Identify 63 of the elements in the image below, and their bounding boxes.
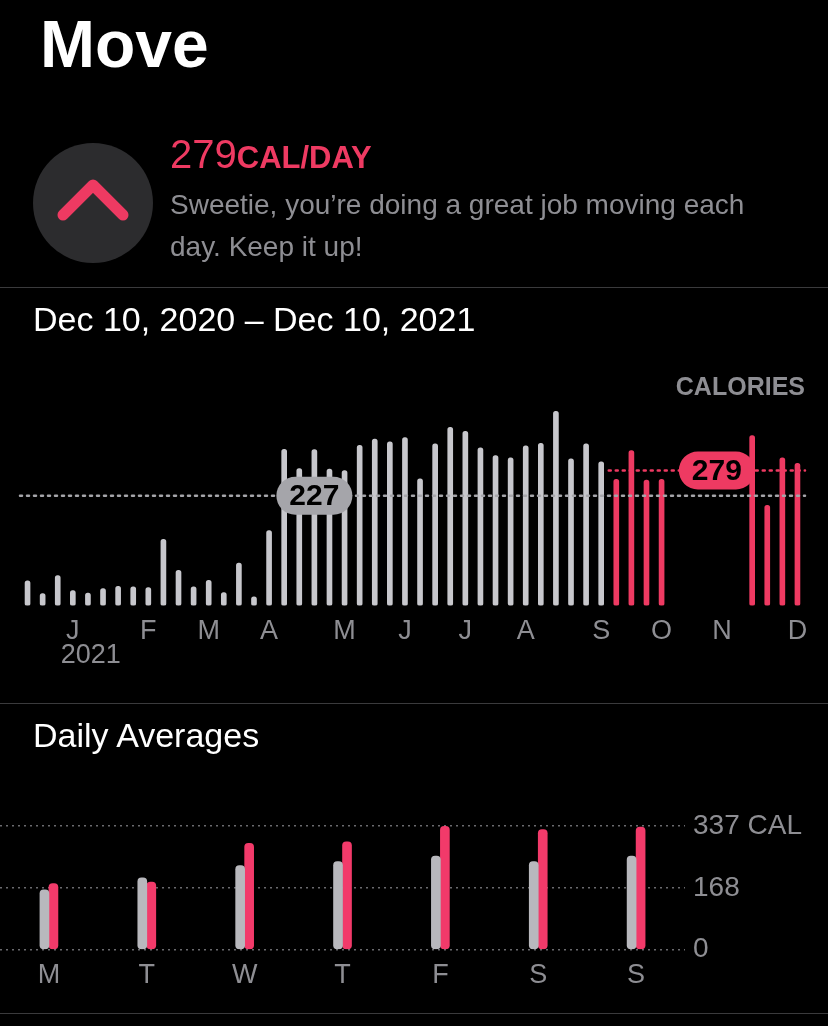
chart-title: Daily Averages	[33, 716, 260, 755]
bar	[522, 445, 529, 606]
bar	[635, 826, 646, 950]
x-tick-label: M	[333, 615, 356, 646]
x-tick-label: J	[398, 615, 412, 646]
bar	[236, 562, 242, 606]
bar	[266, 530, 272, 606]
x-tick-label: M	[197, 615, 220, 646]
text: Move	[40, 6, 209, 82]
bar	[537, 829, 548, 950]
bar	[553, 411, 559, 606]
bar	[568, 458, 574, 606]
bar	[402, 437, 408, 606]
bar	[626, 855, 637, 950]
x-tick-label: D	[787, 615, 808, 646]
text: CAL/DAY	[236, 140, 372, 175]
bar	[235, 865, 245, 950]
x-tick-label: M	[37, 959, 61, 990]
bar	[598, 461, 605, 606]
bar	[764, 505, 771, 606]
x-tick-label: S	[592, 615, 611, 646]
ref-line-label: 227	[289, 477, 340, 511]
bar	[244, 842, 254, 950]
y-tick-label: 168	[693, 870, 740, 902]
bar	[417, 478, 423, 606]
text: 279	[170, 132, 237, 176]
x-tick-label: A	[260, 615, 279, 646]
bar	[447, 427, 454, 606]
bar	[146, 881, 157, 950]
x-tick-label: F	[432, 959, 449, 990]
bar	[137, 877, 148, 950]
ref-line-label: 279	[691, 452, 742, 486]
x-tick-label: W	[231, 959, 258, 990]
bar	[537, 443, 544, 606]
bar	[613, 478, 620, 606]
x-tick-label: O	[651, 615, 673, 646]
bar	[333, 861, 343, 950]
y-tick-label: 337 CAL	[693, 808, 802, 840]
x-tick-label: N	[712, 615, 732, 646]
bar	[432, 443, 438, 606]
text: Sweetie, you’re doing a great job moving each day. Keep it up!	[170, 188, 746, 264]
bar	[440, 826, 450, 950]
x-tick-label: T	[138, 959, 156, 990]
x-tick-label: T	[334, 959, 351, 990]
x-tick-label: J	[458, 615, 473, 646]
text: 2021	[60, 639, 121, 670]
y-tick-label: 0	[693, 932, 709, 964]
chart-title: Dec 10, 2020 – Dec 10, 2021	[33, 300, 476, 339]
x-tick-label: A	[516, 615, 535, 646]
bar	[205, 580, 212, 606]
bar	[39, 889, 50, 950]
x-tick-label: S	[627, 959, 646, 990]
bar	[528, 861, 539, 950]
bar	[54, 575, 61, 606]
bar	[342, 841, 352, 950]
bar	[48, 883, 59, 950]
bar	[371, 438, 378, 606]
bar	[583, 443, 589, 606]
bar	[387, 441, 393, 606]
y-axis-title: CALORIES	[675, 371, 805, 400]
x-tick-label: S	[529, 959, 548, 990]
bar	[431, 855, 441, 950]
x-tick-label: F	[140, 615, 157, 646]
